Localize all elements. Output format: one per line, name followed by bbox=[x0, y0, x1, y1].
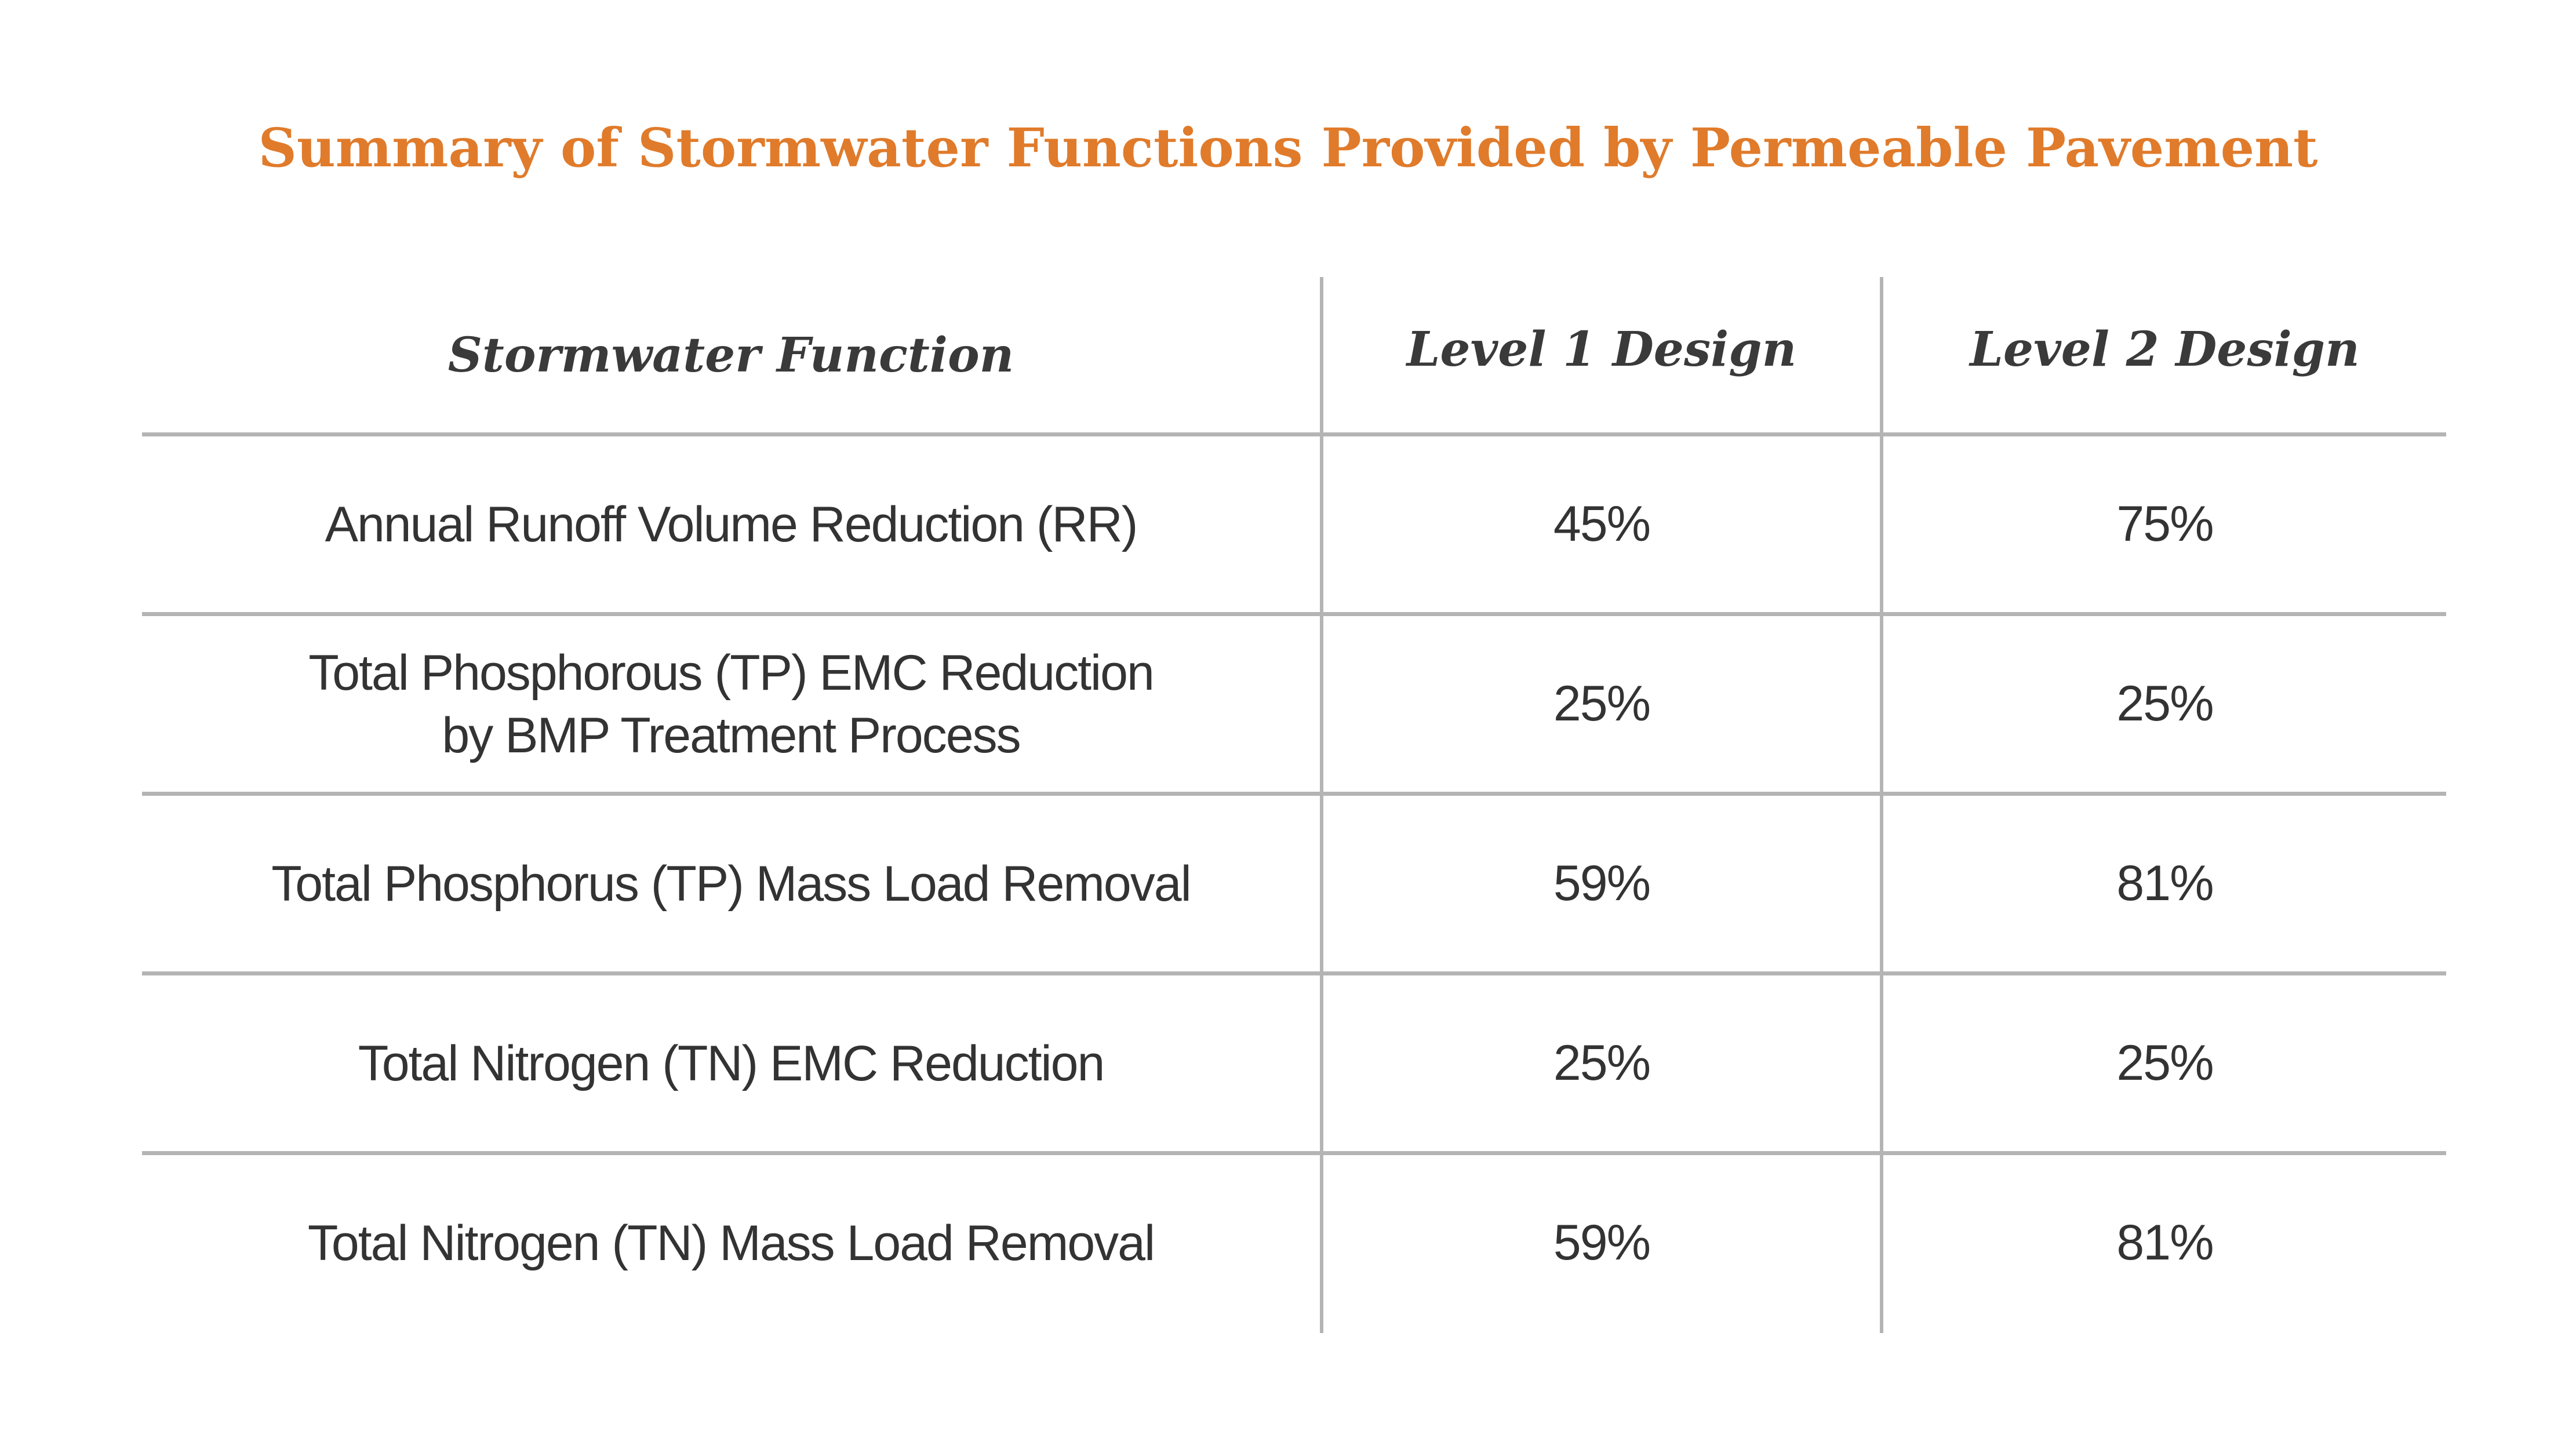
column-divider-2 bbox=[1880, 277, 1883, 1333]
summary-table: Stormwater Function Level 1 Design Level… bbox=[142, 277, 2446, 1333]
row-3-function-line-1: Total Phosphorus (TP) Mass Load Removal bbox=[271, 855, 1191, 912]
row-2-function: Total Phosphorous (TP) EMC Reduction by … bbox=[142, 616, 1320, 792]
row-divider-3 bbox=[142, 971, 2446, 975]
row-5-level-2-value: 81% bbox=[2116, 1215, 2214, 1270]
row-5-function-line-1: Total Nitrogen (TN) Mass Load Removal bbox=[307, 1215, 1155, 1271]
row-4-level-1-value: 25% bbox=[1553, 1035, 1651, 1091]
row-4-level-2-value: 25% bbox=[2116, 1035, 2214, 1091]
row-divider-4 bbox=[142, 1151, 2446, 1155]
row-1-function-line-1: Annual Runoff Volume Reduction (RR) bbox=[325, 496, 1138, 552]
row-3-function: Total Phosphorus (TP) Mass Load Removal bbox=[142, 796, 1320, 971]
row-4-function-line-1: Total Nitrogen (TN) EMC Reduction bbox=[358, 1035, 1105, 1091]
page-title: Summary of Stormwater Functions Provided… bbox=[258, 116, 2318, 179]
row-1-level-1-value: 45% bbox=[1553, 496, 1651, 552]
header-level-1-design: Level 1 Design bbox=[1406, 322, 1797, 377]
row-3-level-1-value: 59% bbox=[1553, 855, 1651, 911]
row-5-function: Total Nitrogen (TN) Mass Load Removal bbox=[142, 1155, 1320, 1331]
row-2-function-line-2: by BMP Treatment Process bbox=[442, 707, 1021, 763]
row-4-function: Total Nitrogen (TN) EMC Reduction bbox=[142, 975, 1320, 1151]
header-stormwater-function: Stormwater Function bbox=[447, 327, 1014, 383]
row-divider-1 bbox=[142, 612, 2446, 616]
column-divider-1 bbox=[1320, 277, 1323, 1333]
row-2-level-2-value: 25% bbox=[2116, 676, 2214, 731]
row-1-function: Annual Runoff Volume Reduction (RR) bbox=[142, 436, 1320, 612]
row-2-function-line-1: Total Phosphorous (TP) EMC Reduction bbox=[308, 645, 1155, 701]
row-divider-2 bbox=[142, 792, 2446, 796]
row-3-level-2-value: 81% bbox=[2116, 855, 2214, 911]
header-level-2-design: Level 2 Design bbox=[1970, 322, 2360, 377]
row-1-level-2-value: 75% bbox=[2116, 496, 2214, 552]
row-5-level-1-value: 59% bbox=[1553, 1215, 1651, 1270]
row-divider-header bbox=[142, 432, 2446, 436]
row-2-level-1-value: 25% bbox=[1553, 676, 1651, 731]
